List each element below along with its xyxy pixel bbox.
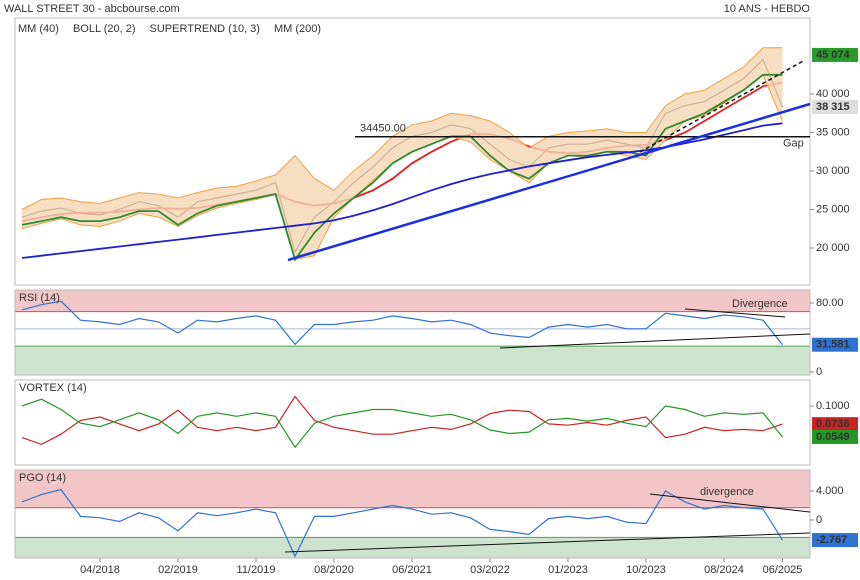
x-tick-label: 06/2021	[392, 564, 432, 576]
x-tick-label: 08/2020	[314, 564, 354, 576]
header-right: 10 ANS - HEBDO	[724, 3, 811, 15]
panel-frame	[14, 17, 811, 286]
upper-zone	[15, 470, 810, 508]
boll-upper	[21, 47, 783, 210]
trend-line	[649, 493, 811, 513]
annotation: divergence	[700, 486, 754, 498]
value-box	[812, 337, 858, 352]
series-line	[21, 395, 783, 446]
y-tick-label: 25 000	[816, 203, 850, 215]
x-tick-label: 03/2022	[470, 564, 510, 576]
value-box	[812, 533, 858, 548]
x-tick-label: 08/2024	[704, 564, 744, 576]
y-tick-label: 0	[816, 366, 822, 378]
series-line	[21, 73, 783, 262]
y-tick-label: 0.1000	[816, 400, 850, 412]
trend-line	[284, 532, 811, 553]
panel-frame	[14, 379, 811, 466]
y-tick-label: 4.000	[816, 485, 844, 497]
series-line	[21, 488, 784, 558]
header-left: WALL STREET 30 - abcbourse.com	[4, 3, 180, 15]
y-tick-label: 20 000	[816, 242, 850, 254]
plot	[21, 395, 783, 449]
value-box	[812, 417, 858, 432]
annotation: Divergence	[732, 298, 788, 310]
y-tick-label: 0	[816, 514, 822, 526]
boll-fill	[22, 47, 783, 260]
price-label: 38 315	[816, 101, 850, 113]
trend-line	[684, 308, 786, 318]
value-box	[812, 99, 858, 114]
series-line	[21, 122, 783, 259]
x-tick-label: 02/2019	[158, 564, 198, 576]
legend-entry: SUPERTREND (10, 3)	[150, 23, 260, 35]
legend-entry: MM (200)	[274, 23, 321, 35]
panel-frame	[14, 469, 811, 559]
panel-title: VORTEX (14)	[19, 382, 87, 394]
value-box-label: 31.581	[816, 339, 850, 351]
panel-title: PGO (14)	[19, 472, 66, 484]
panel-title: RSI (14)	[19, 292, 60, 304]
value-box-label: 0.0736	[816, 418, 850, 430]
legend-entry: MM (40)	[18, 23, 59, 35]
x-tick-label: 04/2018	[80, 564, 120, 576]
value-box	[812, 429, 858, 444]
x-tick-label: 10/2023	[626, 564, 666, 576]
panel-frame	[14, 289, 811, 376]
value-box-label: -2.767	[816, 534, 847, 546]
trend-line	[499, 333, 811, 349]
series-line	[21, 300, 783, 346]
trend-line	[287, 102, 811, 262]
plot	[15, 290, 810, 375]
x-tick-label: 01/2023	[548, 564, 588, 576]
upper-zone	[15, 290, 810, 312]
x-tick-label: 11/2019	[237, 564, 276, 576]
gap-label: Gap	[783, 138, 804, 150]
price-label: 45 074	[816, 49, 851, 61]
y-tick-label: 35 000	[816, 126, 850, 138]
value-box	[812, 47, 858, 62]
series-line	[21, 398, 783, 449]
legend-entry: BOLL (20, 2)	[73, 23, 136, 35]
value-box-label: 0.0549	[816, 431, 850, 443]
y-tick-label: 80.00	[816, 297, 844, 309]
level-label: 34450.00	[360, 123, 406, 135]
x-tick-label: 06/2025	[763, 564, 803, 576]
y-tick-label: 40 000	[816, 88, 850, 100]
plot	[21, 47, 784, 262]
lower-zone	[15, 346, 810, 375]
y-tick-label: 30 000	[816, 165, 850, 177]
trend-line	[639, 59, 806, 153]
